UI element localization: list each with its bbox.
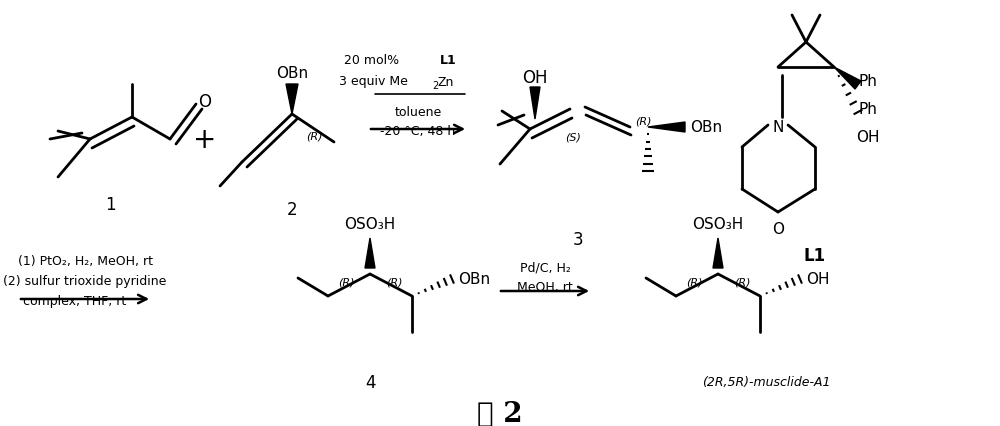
Text: complex, THF, rt: complex, THF, rt bbox=[23, 295, 127, 308]
Text: OSO₃H: OSO₃H bbox=[344, 217, 396, 232]
Text: MeOH, rt: MeOH, rt bbox=[517, 281, 573, 294]
Text: (2R,5R)-musclide-A1: (2R,5R)-musclide-A1 bbox=[702, 376, 830, 389]
Polygon shape bbox=[286, 85, 298, 115]
Text: 3: 3 bbox=[573, 230, 583, 248]
Text: 2: 2 bbox=[432, 81, 438, 91]
Polygon shape bbox=[713, 239, 723, 268]
Text: OBn: OBn bbox=[690, 120, 722, 135]
Text: 20 mol%: 20 mol% bbox=[344, 53, 403, 66]
Polygon shape bbox=[530, 88, 540, 120]
Text: Ph: Ph bbox=[859, 74, 877, 89]
Text: (1) PtO₂, H₂, MeOH, rt: (1) PtO₂, H₂, MeOH, rt bbox=[18, 255, 152, 268]
Text: Pd/C, H₂: Pd/C, H₂ bbox=[520, 261, 570, 274]
Text: (R): (R) bbox=[734, 277, 750, 287]
Text: toluene: toluene bbox=[394, 105, 442, 118]
Text: 2: 2 bbox=[287, 201, 297, 219]
Text: -20 °C, 48 h: -20 °C, 48 h bbox=[380, 125, 456, 138]
Text: OBn: OBn bbox=[276, 65, 308, 81]
Text: Ph: Ph bbox=[859, 102, 877, 117]
Text: OBn: OBn bbox=[458, 272, 490, 287]
Text: (R): (R) bbox=[386, 277, 402, 287]
Text: 1: 1 bbox=[105, 196, 115, 213]
Text: (R): (R) bbox=[306, 132, 322, 142]
Text: O: O bbox=[198, 93, 212, 111]
Text: (R): (R) bbox=[338, 277, 354, 287]
Text: OSO₃H: OSO₃H bbox=[692, 217, 744, 232]
Text: L1: L1 bbox=[440, 53, 456, 66]
Text: O: O bbox=[772, 222, 784, 237]
Text: (S): (S) bbox=[565, 132, 581, 143]
Polygon shape bbox=[834, 68, 861, 90]
Text: 式 2: 式 2 bbox=[477, 400, 523, 426]
Text: (R): (R) bbox=[686, 277, 702, 287]
Text: N: N bbox=[772, 120, 784, 135]
Text: (2) sulfur trioxide pyridine: (2) sulfur trioxide pyridine bbox=[3, 275, 167, 288]
Text: OH: OH bbox=[522, 69, 548, 87]
Text: OH: OH bbox=[806, 272, 830, 287]
Text: 4: 4 bbox=[365, 373, 375, 391]
Text: OH: OH bbox=[856, 130, 880, 145]
Polygon shape bbox=[365, 239, 375, 268]
Polygon shape bbox=[648, 123, 685, 132]
Text: L1: L1 bbox=[804, 246, 826, 265]
Text: 3 equiv Me: 3 equiv Me bbox=[339, 75, 408, 88]
Text: Zn: Zn bbox=[438, 75, 454, 88]
Text: (R): (R) bbox=[635, 117, 652, 127]
Text: +: + bbox=[193, 126, 217, 154]
